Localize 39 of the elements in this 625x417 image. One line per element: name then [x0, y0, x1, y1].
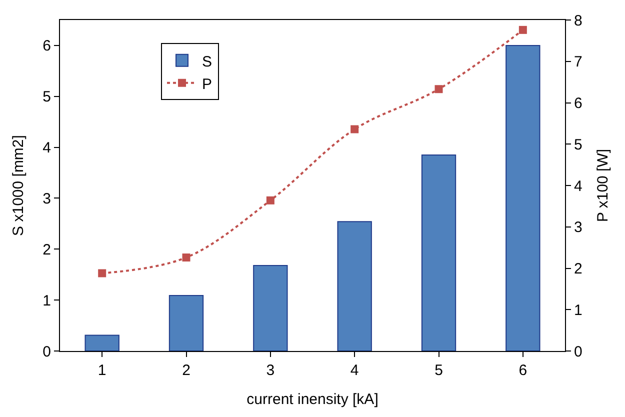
y-tick-label: 2 — [42, 241, 51, 258]
point — [518, 26, 527, 34]
y-axis-title: S x1000 [mm2] — [10, 135, 27, 236]
y2-tick-label: 2 — [574, 260, 582, 278]
y2-tick-label: 1 — [574, 302, 582, 319]
y2-tick-label: 7 — [574, 54, 582, 71]
x-tick-label: 3 — [266, 362, 275, 379]
x-tick-label: 2 — [182, 362, 190, 379]
y-tick-label: 3 — [42, 190, 51, 208]
legend-label: P — [202, 76, 212, 93]
point — [350, 125, 359, 134]
y-tick-label: 6 — [42, 38, 51, 55]
bar — [337, 221, 372, 351]
point — [182, 253, 190, 262]
y2-tick-label: 4 — [574, 178, 582, 195]
y2-tick-label: 0 — [574, 343, 582, 360]
y2-axis-title: P x100 [W] — [594, 148, 612, 222]
y-tick-label: 0 — [42, 343, 51, 360]
point — [434, 85, 443, 94]
x-tick-label: 6 — [518, 362, 528, 379]
y-tick-label: 1 — [42, 292, 51, 310]
x-tick-label: 1 — [98, 362, 106, 379]
bar — [253, 264, 288, 351]
x-tick-label: 5 — [434, 362, 443, 379]
y2-tick-label: 6 — [574, 95, 582, 112]
y-tick-label: 5 — [42, 88, 51, 106]
bar — [168, 294, 204, 351]
bar — [506, 44, 540, 351]
bar — [421, 154, 456, 351]
y2-tick-label: 3 — [574, 219, 582, 236]
legend-label: S — [202, 53, 212, 70]
bar — [84, 334, 120, 351]
y-tick-label: 4 — [42, 140, 51, 157]
point — [98, 269, 106, 278]
y2-tick-label: 5 — [574, 136, 582, 154]
x-tick-label: 4 — [350, 362, 359, 379]
point — [266, 196, 274, 204]
y2-tick-label: 8 — [574, 12, 582, 30]
x-axis-title: current inensity [kA] — [246, 391, 378, 408]
